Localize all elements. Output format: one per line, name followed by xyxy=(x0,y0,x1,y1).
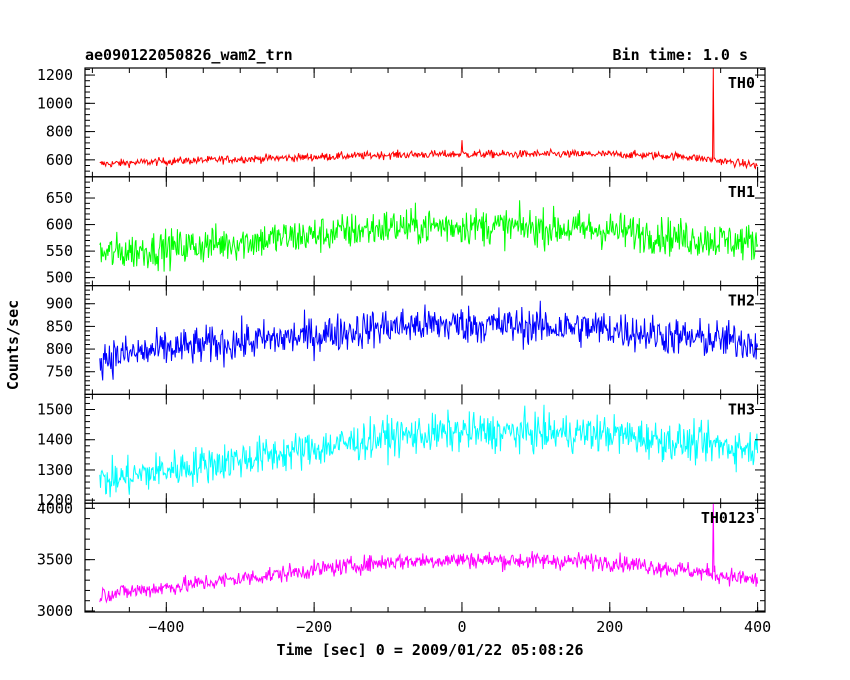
bin-time-label: Bin time: 1.0 s xyxy=(613,46,748,64)
panel-th3: 1200 1300 1400 1500 TH3 xyxy=(37,393,766,509)
x-tick-labels: −400 −200 0 200 400 xyxy=(148,618,771,636)
y-tick-label: 1400 xyxy=(37,431,73,449)
panel-th0123: 3000 3500 4000 TH0123 xyxy=(37,499,766,620)
y-tick-label: 550 xyxy=(46,242,73,260)
chart-title: ae090122050826_wam2_trn xyxy=(85,46,293,64)
series-th0123 xyxy=(99,503,759,604)
y-tick-label: 1200 xyxy=(37,66,73,84)
panel-label: TH0 xyxy=(728,74,755,92)
y-axis-label: Counts/sec xyxy=(4,300,22,390)
panels-group: 600 800 1000 1200 TH0 500 550 600 650 TH1 750 800 85… xyxy=(37,66,766,620)
series-th2 xyxy=(99,300,759,381)
series-th0 xyxy=(99,68,758,170)
y-tick-label: 1000 xyxy=(37,94,73,112)
y-tick-label: 850 xyxy=(46,317,73,335)
y-tick-label: 500 xyxy=(46,269,73,287)
panel-th1: 500 550 600 650 TH1 xyxy=(46,176,766,287)
y-tick-label: 800 xyxy=(46,340,73,358)
panel-label: TH1 xyxy=(728,183,755,201)
panel-label: TH0123 xyxy=(701,509,755,527)
y-tick-label: 1200 xyxy=(37,491,73,509)
y-tick-label: 3000 xyxy=(37,602,73,620)
x-axis-label: Time [sec] 0 = 2009/01/22 05:08:26 xyxy=(276,641,583,659)
y-tick-label: 750 xyxy=(46,363,73,381)
x-tick-label: −400 xyxy=(148,618,184,636)
series-th1 xyxy=(99,200,759,272)
panel-label: TH3 xyxy=(728,400,755,418)
y-tick-label: 1300 xyxy=(37,461,73,479)
panel-frame xyxy=(84,502,766,613)
panel-th2: 750 800 850 900 TH2 xyxy=(46,285,766,396)
x-tick-label: 0 xyxy=(457,618,466,636)
y-tick-label: 600 xyxy=(46,216,73,234)
y-tick-label: 4000 xyxy=(37,499,73,517)
x-tick-label: −200 xyxy=(296,618,332,636)
panel-label: TH2 xyxy=(728,292,755,310)
y-tick-label: 600 xyxy=(46,151,73,169)
x-tick-label: 400 xyxy=(744,618,771,636)
panel-frame xyxy=(84,176,766,287)
y-tick-label: 800 xyxy=(46,123,73,141)
series-th3 xyxy=(99,404,759,498)
x-tick-label: 200 xyxy=(596,618,623,636)
y-tick-label: 650 xyxy=(46,189,73,207)
y-tick-label: 900 xyxy=(46,295,73,313)
y-tick-label: 3500 xyxy=(37,551,73,569)
y-tick-label: 1500 xyxy=(37,401,73,419)
panel-th0: 600 800 1000 1200 TH0 xyxy=(37,66,766,178)
